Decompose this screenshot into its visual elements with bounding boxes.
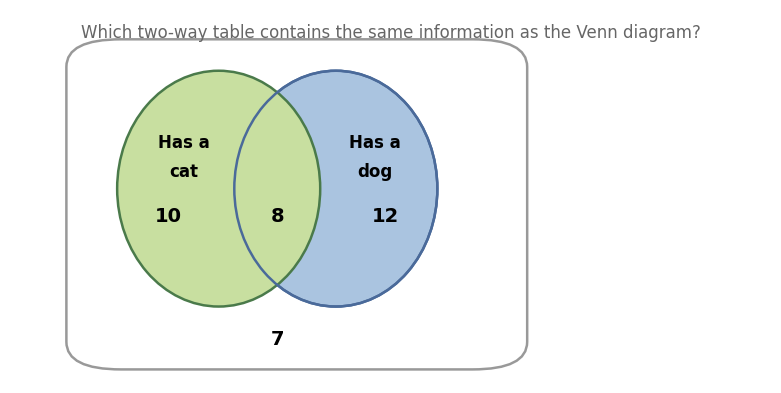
Ellipse shape: [234, 71, 437, 307]
Text: Has a
dog: Has a dog: [349, 134, 401, 181]
Text: 10: 10: [155, 207, 181, 226]
Text: Has a
cat: Has a cat: [158, 134, 209, 181]
Ellipse shape: [117, 71, 320, 307]
Text: Which two-way table contains the same information as the Venn diagram?: Which two-way table contains the same in…: [80, 24, 701, 42]
Text: 7: 7: [270, 331, 284, 349]
Text: 8: 8: [270, 207, 284, 226]
FancyBboxPatch shape: [66, 39, 527, 369]
Text: 12: 12: [372, 207, 398, 226]
